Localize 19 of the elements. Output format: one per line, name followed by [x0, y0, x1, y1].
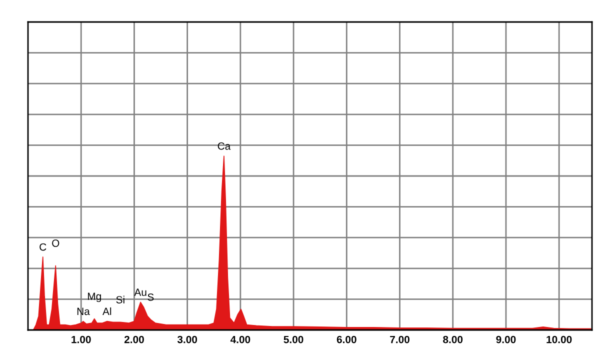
annotation: C: [40, 243, 46, 251]
x-tick-label: 7.00: [390, 336, 410, 344]
annotation: Si: [116, 296, 124, 304]
x-tick-label: 5.00: [284, 336, 304, 344]
annotation: Na: [77, 308, 90, 316]
x-tick-label: 4.00: [230, 336, 250, 344]
x-tick-label: 10.00: [546, 336, 572, 344]
x-tick-label: 2.00: [124, 336, 144, 344]
x-tick-label: 6.00: [336, 336, 356, 344]
x-tick-label: 9.00: [496, 336, 516, 344]
annotation: O: [52, 240, 60, 247]
annotation: Ca: [218, 142, 231, 150]
annotation: Au: [134, 288, 146, 296]
annotation: Al: [102, 307, 112, 315]
x-tick-label: 8.00: [443, 336, 463, 344]
x-tick-label: 1.00: [72, 336, 91, 344]
annotation: Mg: [88, 292, 101, 302]
annotation: S: [148, 293, 154, 301]
x-tick-label: 3.00: [177, 336, 198, 344]
